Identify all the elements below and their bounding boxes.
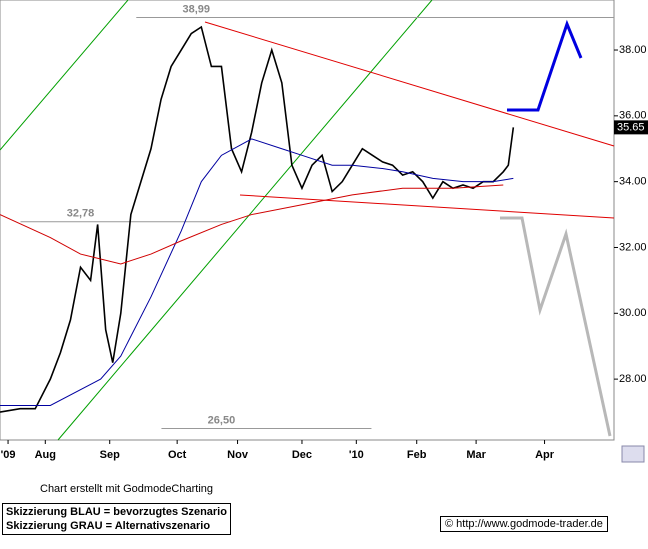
credit: Chart erstellt mit GodmodeCharting (40, 483, 214, 495)
series-line (0, 138, 514, 406)
resistance-line (204, 21, 615, 147)
y-tick-label: 30.00 (619, 307, 647, 319)
chart: 28.00 30.00 32.00 34.00 36.00 38.00 '09 Aug Sep O… (0, 0, 648, 463)
x-tick-label: '09 (1, 449, 16, 461)
x-tick-label: '10 (349, 449, 364, 461)
support-line (239, 194, 615, 219)
x-tick-label: Apr (535, 449, 555, 461)
x-tick-label: Nov (227, 449, 249, 461)
x-tick-label: Dec (292, 449, 312, 461)
annotation: 32,78 (67, 208, 95, 220)
series-line (0, 25, 515, 413)
blue-scenario (507, 19, 583, 112)
x-tick-label: Sep (100, 449, 120, 461)
last-price-label: 35.65 (617, 121, 645, 133)
gray-scenario (500, 216, 612, 437)
y-tick-label: 38.00 (619, 44, 647, 56)
plot-frame (0, 0, 615, 441)
legend-text: Skizzierung GRAU = Alternativszenario (6, 520, 211, 532)
scroll-button[interactable] (621, 445, 645, 463)
drawings (0, 0, 645, 463)
series-line (0, 184, 504, 265)
y-tick-label: 28.00 (619, 373, 647, 385)
y-tick-label: 36.00 (619, 110, 647, 122)
x-tick-label: Aug (35, 449, 56, 461)
url[interactable]: © http://www.godmode-trader.de (440, 516, 608, 532)
channel-line (0, 0, 129, 151)
legend-text: Skizzierung BLAU = bevorzugtes Szenario (6, 506, 227, 518)
last-price-tag (614, 120, 648, 135)
x-tick-label: Mar (466, 449, 486, 461)
annotation: 38,99 (183, 3, 211, 15)
y-tick-label: 34.00 (619, 176, 647, 188)
x-tick-label: Feb (407, 449, 427, 461)
annotation: 26,50 (208, 414, 236, 426)
x-tick-label: Oct (168, 449, 187, 461)
legend-box: Skizzierung BLAU = bevorzugtes Szenario … (2, 503, 231, 535)
channel-line (57, 0, 433, 441)
y-tick-label: 32.00 (619, 241, 647, 253)
